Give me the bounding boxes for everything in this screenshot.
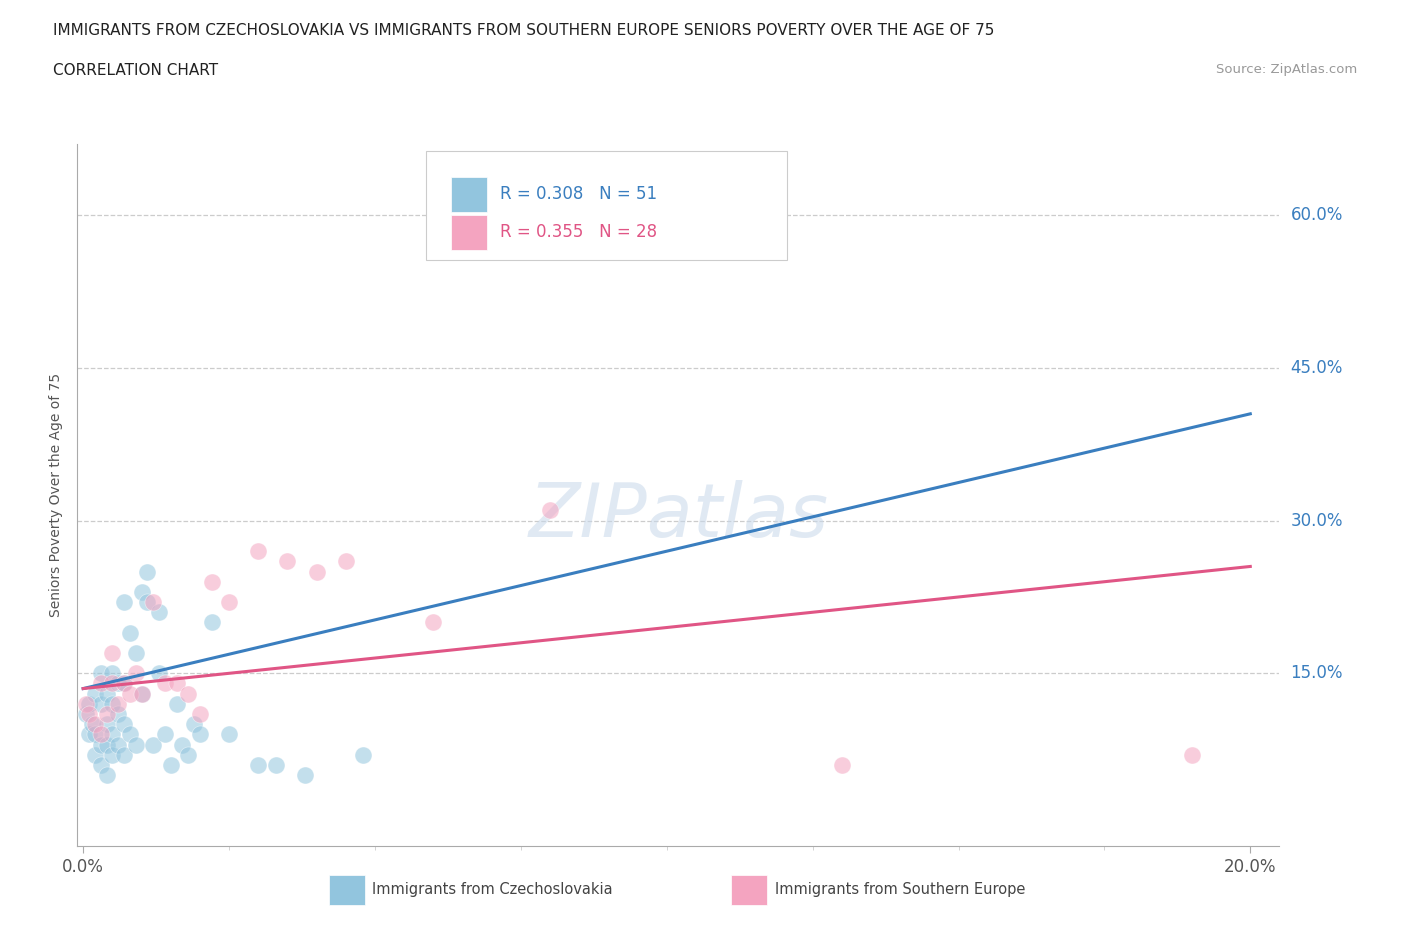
Point [131,686,153,701]
Point [177,748,200,763]
Point [107,707,129,722]
Point [75,707,97,722]
Point [90,697,112,711]
Point [77,727,100,742]
Point [90,666,112,681]
Text: Source: ZipAtlas.com: Source: ZipAtlas.com [1216,63,1357,76]
Point [112,676,135,691]
Point [131,584,153,599]
Text: R = 0.355   N = 28: R = 0.355 N = 28 [501,223,658,241]
Text: 30.0%: 30.0% [1291,512,1343,530]
Text: 60.0%: 60.0% [1291,206,1343,224]
FancyBboxPatch shape [451,215,488,249]
Point [538,503,561,518]
Point [166,697,188,711]
Point [626,238,648,253]
Point [96,717,118,732]
Point [218,727,240,742]
Y-axis label: Seniors Poverty Over the Age of 75: Seniors Poverty Over the Age of 75 [49,373,63,618]
Text: Immigrants from Czechoslovakia: Immigrants from Czechoslovakia [371,883,613,897]
Point [148,604,170,619]
Point [90,676,112,691]
Point [142,737,165,752]
Point [83,686,105,701]
Point [101,666,124,681]
Point [148,666,170,681]
FancyBboxPatch shape [426,152,786,260]
Point [101,727,124,742]
Point [118,625,141,640]
Point [77,697,100,711]
Text: 15.0%: 15.0% [1291,664,1343,683]
FancyBboxPatch shape [451,177,488,212]
Point [118,727,141,742]
Point [831,757,853,772]
Point [101,676,124,691]
Point [101,748,124,763]
Point [188,727,211,742]
Point [96,737,118,752]
Point [136,565,159,579]
Point [294,767,316,782]
Point [305,565,328,579]
FancyBboxPatch shape [329,875,364,905]
Point [247,544,270,559]
Point [118,686,141,701]
Point [159,757,181,772]
Text: Immigrants from Southern Europe: Immigrants from Southern Europe [775,883,1025,897]
Text: CORRELATION CHART: CORRELATION CHART [53,63,218,78]
Point [1181,748,1204,763]
FancyBboxPatch shape [731,875,768,905]
Point [188,707,211,722]
Point [83,748,105,763]
Point [112,717,135,732]
Point [352,748,374,763]
Point [153,676,176,691]
Point [177,686,200,701]
Point [77,707,100,722]
Point [96,686,118,701]
Point [422,615,444,630]
Text: ZIPatlas: ZIPatlas [529,480,828,552]
Point [200,615,222,630]
Point [125,645,148,660]
Point [183,717,205,732]
Point [107,676,129,691]
Point [136,594,159,609]
Point [142,594,165,609]
Point [112,748,135,763]
Point [264,757,287,772]
Point [75,697,97,711]
Point [96,767,118,782]
Point [107,697,129,711]
Point [125,666,148,681]
Point [335,554,357,569]
Text: R = 0.308   N = 51: R = 0.308 N = 51 [501,185,658,204]
Point [112,594,135,609]
Point [112,676,135,691]
Point [107,737,129,752]
Point [153,727,176,742]
Point [90,757,112,772]
Point [172,737,194,752]
Point [131,686,153,701]
Point [80,717,103,732]
Point [90,737,112,752]
Point [101,697,124,711]
Point [90,727,112,742]
Point [200,575,222,590]
Point [83,717,105,732]
Point [96,707,118,722]
Point [101,645,124,660]
Point [166,676,188,691]
Point [276,554,298,569]
Text: IMMIGRANTS FROM CZECHOSLOVAKIA VS IMMIGRANTS FROM SOUTHERN EUROPE SENIORS POVERT: IMMIGRANTS FROM CZECHOSLOVAKIA VS IMMIGR… [53,23,995,38]
Point [218,594,240,609]
Point [125,737,148,752]
Point [247,757,270,772]
Point [83,727,105,742]
Text: 45.0%: 45.0% [1291,359,1343,377]
